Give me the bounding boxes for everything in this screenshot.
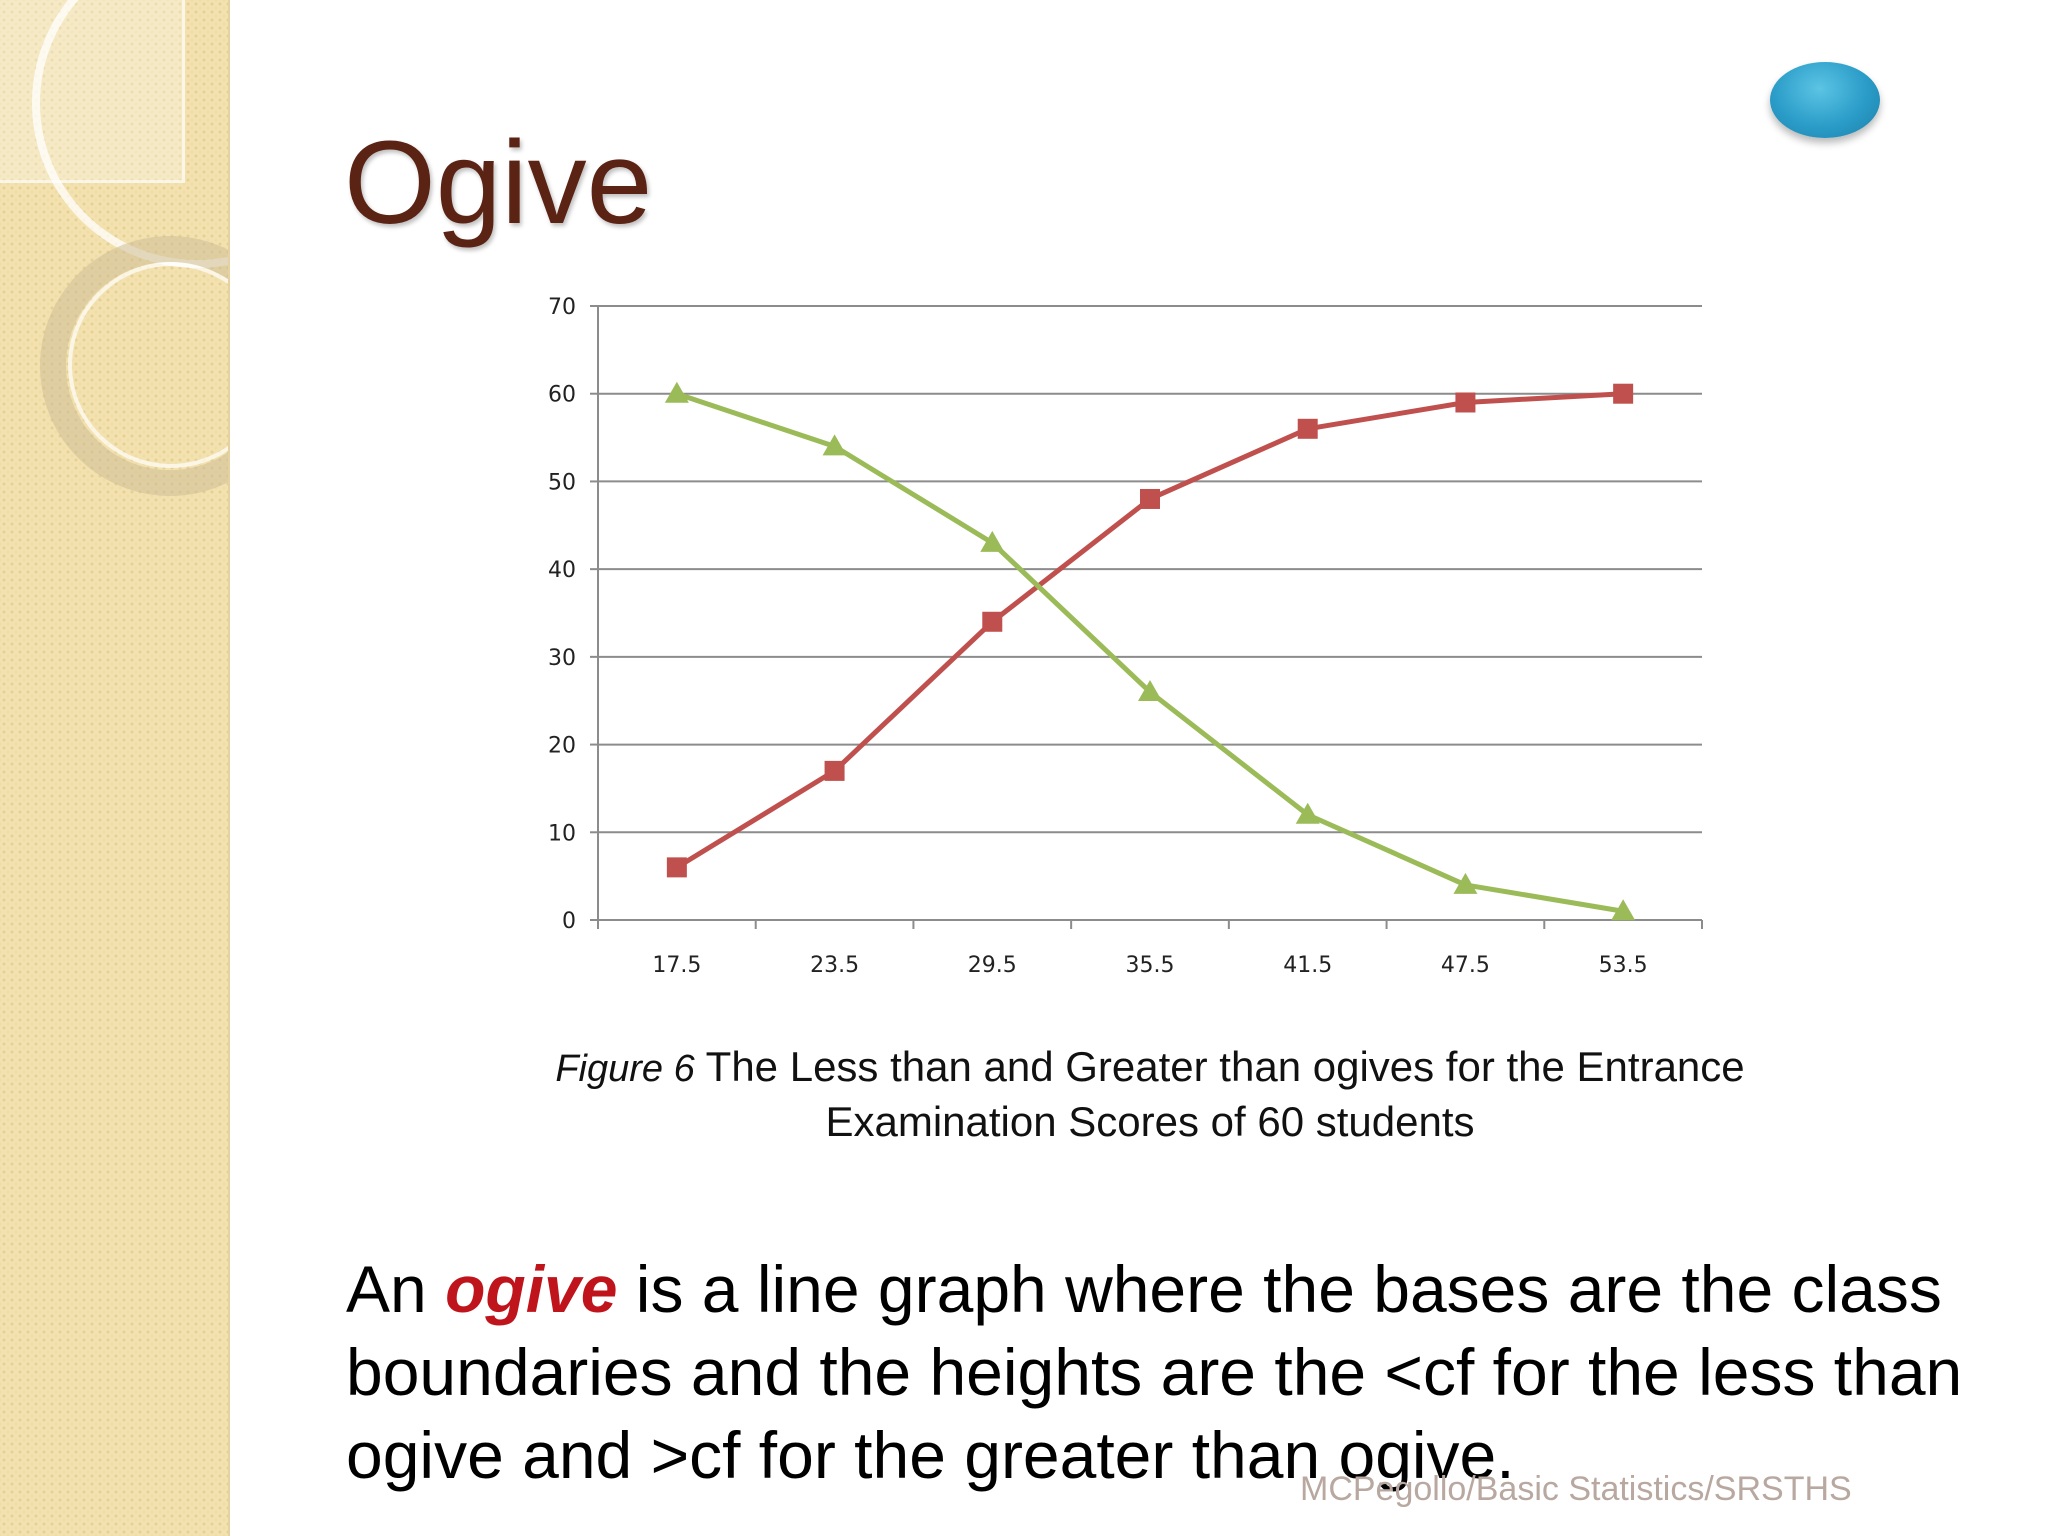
figure-caption-text: The Less than and Greater than ogives fo… [705, 1043, 1745, 1145]
definition-text: An ogive is a line graph where the bases… [346, 1248, 1986, 1497]
y-tick-label: 10 [548, 821, 576, 846]
decorative-sidebar [0, 0, 230, 1536]
x-tick-label: 47.5 [1441, 953, 1490, 978]
data-point-square [1613, 383, 1634, 404]
y-tick-label: 60 [548, 383, 576, 408]
data-point-square [1140, 488, 1160, 509]
data-point-triangle [664, 381, 689, 403]
x-tick-label: 23.5 [810, 953, 859, 978]
y-tick-label: 70 [548, 295, 576, 320]
data-point-triangle [1295, 802, 1320, 824]
data-point-triangle [1453, 872, 1478, 894]
figure-label: Figure 6 [555, 1048, 695, 1090]
blue-circle-icon [1770, 62, 1880, 138]
y-tick-labels: 0 10 20 30 40 50 60 70 [548, 295, 576, 934]
x-tick-labels: 17.5 23.5 29.5 35.5 41.5 47.5 53.5 [652, 953, 1647, 978]
data-point-triangle [1611, 899, 1636, 921]
chart-axes [590, 305, 1703, 929]
figure-caption: Figure 6 The Less than and Greater than … [470, 1040, 1830, 1149]
y-tick-label: 50 [548, 470, 576, 495]
x-tick-label: 17.5 [652, 953, 701, 978]
x-tick-label: 35.5 [1126, 953, 1175, 978]
y-tick-label: 0 [562, 909, 576, 934]
definition-suffix: is a line graph where the bases are the … [346, 1252, 1963, 1492]
data-point-square [1455, 392, 1476, 413]
footer-credit: MCPegollo/Basic Statistics/SRSTHS [1300, 1470, 1852, 1508]
chart-series [664, 381, 1636, 921]
definition-prefix: An [346, 1252, 446, 1326]
chart-gridlines [598, 305, 1702, 834]
slide-title: Ogive [344, 117, 653, 249]
data-point-triangle [980, 530, 1005, 552]
y-tick-label: 40 [548, 558, 576, 583]
definition-keyword: ogive [445, 1252, 618, 1326]
series-line [675, 391, 1624, 870]
series-square [666, 383, 1634, 878]
x-tick-label: 41.5 [1283, 953, 1332, 978]
y-tick-label: 20 [548, 734, 576, 759]
x-tick-label: 53.5 [1599, 953, 1648, 978]
data-point-triangle [1138, 679, 1162, 701]
series-triangle [664, 381, 1636, 921]
data-point-square [982, 611, 1003, 632]
data-point-square [1297, 418, 1318, 439]
data-point-square [824, 760, 845, 781]
series-line [676, 391, 1624, 914]
y-tick-label: 30 [548, 646, 576, 671]
x-tick-label: 29.5 [968, 953, 1017, 978]
data-point-square [666, 857, 687, 878]
data-point-triangle [822, 434, 847, 456]
